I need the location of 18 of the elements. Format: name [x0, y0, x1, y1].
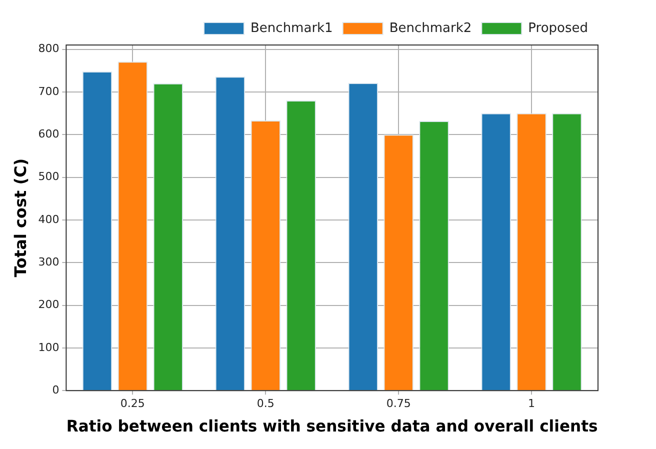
- x-axis-title: Ratio between clients with sensitive data and overall clients: [66, 416, 598, 436]
- legend-label: Benchmark1: [250, 20, 333, 36]
- y-tick-label: 200: [38, 298, 60, 312]
- x-tick-label: 0.25: [120, 397, 145, 410]
- x-tick-label: 0.5: [256, 397, 274, 410]
- x-tick-label: 0.75: [386, 397, 411, 410]
- legend-label: Proposed: [528, 20, 588, 36]
- y-tick-label: 300: [38, 255, 60, 268]
- y-tick-label: 600: [38, 127, 60, 140]
- x-tick-label: 1: [528, 397, 536, 410]
- y-tick-label: 100: [38, 340, 60, 354]
- legend-label: Benchmark2: [389, 20, 472, 36]
- y-tick-label: 800: [38, 42, 60, 56]
- y-tick-label: 700: [38, 84, 60, 98]
- y-tick-label: 400: [38, 212, 60, 226]
- y-axis-title: Total cost (C): [10, 158, 30, 278]
- y-tick-label: 500: [38, 170, 60, 184]
- y-tick-label: 0: [52, 383, 60, 396]
